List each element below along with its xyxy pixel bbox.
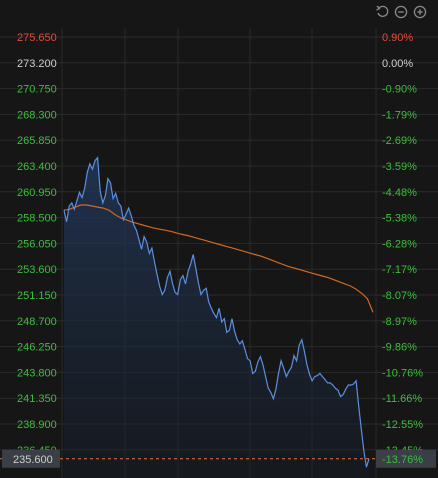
right-tick-label: -7.17% xyxy=(382,264,417,276)
right-tick-label: -1.79% xyxy=(382,109,417,121)
right-tick-label: -3.59% xyxy=(382,161,417,173)
right-tick-label: -2.69% xyxy=(382,135,417,147)
left-tick-label: 268.300 xyxy=(17,109,57,121)
left-tick-label: 260.950 xyxy=(17,187,57,199)
right-tick-label: -9.86% xyxy=(382,342,417,354)
left-tick-label: 273.200 xyxy=(17,58,57,70)
current-price-box xyxy=(2,449,60,468)
right-tick-label: -4.48% xyxy=(382,187,417,199)
left-tick-label: 256.050 xyxy=(17,238,57,250)
current-pct-box xyxy=(376,449,436,468)
left-tick-label: 265.850 xyxy=(17,135,57,147)
left-tick-label: 263.400 xyxy=(17,161,57,173)
right-tick-label: 0.00% xyxy=(382,58,413,70)
right-tick-label: -6.28% xyxy=(382,238,417,250)
current-price-markers: 235.600 -13.76% xyxy=(2,449,436,468)
current-price-label: 235.600 xyxy=(13,454,53,466)
right-tick-label: -12.55% xyxy=(382,419,423,431)
zoom-out-icon[interactable] xyxy=(394,5,408,19)
right-tick-label: -8.97% xyxy=(382,316,417,328)
current-pct-label: -13.76% xyxy=(382,454,423,466)
price-line xyxy=(63,156,370,468)
right-tick-label: -0.90% xyxy=(382,84,417,96)
average-price-line xyxy=(63,204,374,313)
right-tick-label: -5.38% xyxy=(382,213,417,225)
left-tick-label: 253.600 xyxy=(17,264,57,276)
left-tick-label: 251.150 xyxy=(17,290,57,302)
left-tick-label: 243.800 xyxy=(17,367,57,379)
left-tick-label: 248.700 xyxy=(17,316,57,328)
left-tick-label: 275.650 xyxy=(17,32,57,44)
undo-icon[interactable] xyxy=(375,5,389,19)
left-tick-label: 238.900 xyxy=(17,419,57,431)
left-tick-label: 258.500 xyxy=(17,213,57,225)
left-tick-label: 241.350 xyxy=(17,393,57,405)
zoom-in-icon[interactable] xyxy=(413,5,427,19)
right-tick-label: -10.76% xyxy=(382,367,423,379)
left-tick-label: 246.250 xyxy=(17,342,57,354)
left-price-axis: 275.650 273.200 270.750 268.300 265.850 263.4… xyxy=(17,32,57,457)
right-tick-label: 0.90% xyxy=(382,32,413,44)
left-tick-label: 270.750 xyxy=(17,84,57,96)
right-percent-axis: 0.90% 0.00% -0.90% -1.79% -2.69% -3.59% -4.48%… xyxy=(382,32,423,457)
right-tick-label: -11.66% xyxy=(382,393,422,405)
right-tick-label: -8.07% xyxy=(382,290,417,302)
